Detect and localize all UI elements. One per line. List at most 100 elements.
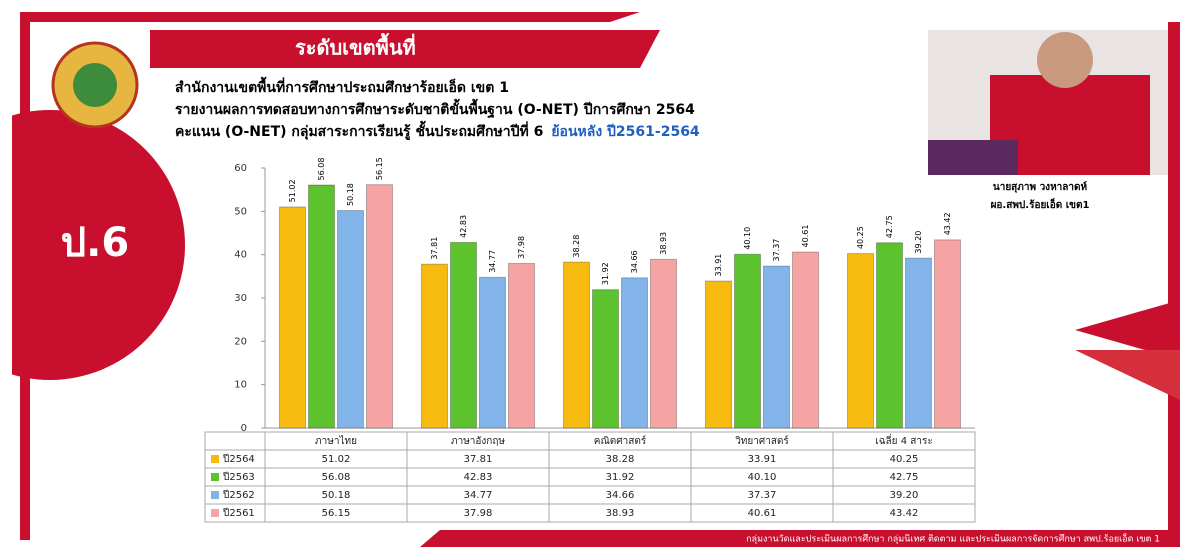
bar (592, 289, 619, 429)
bar (847, 253, 874, 429)
footer-bar (420, 530, 1180, 547)
table-cell: 43.42 (890, 508, 919, 519)
category-label: คณิตศาสตร์ (594, 435, 647, 447)
legend-swatch (211, 473, 219, 481)
data-label: 42.75 (885, 215, 894, 238)
bar (763, 265, 790, 429)
bar (905, 257, 932, 429)
y-tick-label: 20 (234, 336, 247, 347)
level-circle (0, 110, 185, 380)
data-label: 40.25 (856, 226, 865, 249)
table-cell: 38.28 (606, 454, 635, 465)
table-cell: 33.91 (748, 454, 777, 465)
data-label: 37.98 (517, 236, 526, 259)
legend-label: ปี2563 (222, 471, 254, 483)
legend-swatch (211, 491, 219, 499)
bar (479, 276, 506, 429)
person-name: นายสุภาพ วงหาลาดห์ (993, 181, 1088, 193)
legend-swatch (211, 509, 219, 517)
table-cell: 51.02 (322, 454, 351, 465)
bar (279, 206, 306, 429)
y-tick-label: 0 (241, 423, 247, 434)
data-label: 40.10 (743, 227, 752, 250)
person-head (1037, 32, 1093, 88)
footer: กลุ่มงานวัดและประเมินผลการศึกษา กลุ่มนิเ… (746, 532, 1160, 545)
category-label: วิทยาศาสตร์ (735, 435, 790, 447)
table-cell: 34.66 (606, 490, 635, 501)
bar (308, 184, 335, 429)
data-label: 43.42 (943, 212, 952, 235)
data-label: 50.18 (346, 183, 355, 206)
bar (621, 277, 648, 429)
bar (337, 210, 364, 429)
edge (0, 0, 12, 547)
table-cell: 42.83 (464, 472, 493, 483)
bar (705, 280, 732, 429)
data-label: 56.15 (375, 157, 384, 180)
data-label: 34.66 (630, 250, 639, 273)
level: ป.6 (61, 220, 129, 266)
table-cell: 40.61 (748, 508, 777, 519)
table-cell: 40.10 (748, 472, 777, 483)
data-label: 39.20 (914, 231, 923, 254)
y-tick-label: 50 (234, 206, 247, 217)
legend-label: ปี2561 (222, 507, 254, 519)
table-frame (204, 431, 976, 523)
bar (876, 242, 903, 429)
data-label: 51.02 (288, 179, 297, 202)
title-highlight: ย้อนหลัง ปี2561-2564 (551, 124, 700, 140)
data-label: 33.91 (714, 254, 723, 277)
title-line: คะแนน (O-NET) กลุ่มสาระการเรียนรู้ ชั้นป… (175, 120, 543, 140)
y-tick-label: 60 (234, 163, 247, 174)
frame-right (1168, 22, 1180, 540)
table-cell: 42.75 (890, 472, 919, 483)
triangle (1075, 350, 1180, 400)
title-line: รายงานผลการทดสอบทางการศึกษาระดับชาติขั้น… (175, 98, 695, 119)
data-label: 34.77 (488, 250, 497, 273)
title-line: สำนักงานเขตพื้นที่การศึกษาประถมศึกษาร้อย… (175, 76, 509, 96)
category-label: เฉลี่ย 4 สาระ (875, 433, 932, 447)
table-cell: 38.93 (606, 508, 635, 519)
category-label: ภาษาไทย (315, 435, 357, 447)
triangle (1075, 300, 1180, 360)
data-label: 42.83 (459, 215, 468, 238)
table-cell: 34.77 (464, 490, 493, 501)
bar (934, 239, 961, 429)
y-tick-label: 30 (234, 293, 247, 304)
table-cell: 40.25 (890, 454, 919, 465)
person-title: ผอ.สพป.ร้อยเอ็ด เขต1 (991, 197, 1090, 211)
table-cell: 37.98 (464, 508, 493, 519)
bar (421, 263, 448, 429)
bar (508, 262, 535, 429)
bar (650, 258, 677, 429)
y-tick-label: 40 (234, 250, 247, 261)
bar (734, 253, 761, 429)
table-cell: 56.08 (322, 472, 351, 483)
table-cell: 50.18 (322, 490, 351, 501)
table-cell: 56.15 (322, 508, 351, 519)
data-label: 37.81 (430, 237, 439, 260)
data-label: 31.92 (601, 262, 610, 285)
table-cell: 31.92 (606, 472, 635, 483)
bar (450, 241, 477, 429)
y-tick-label: 10 (234, 380, 247, 391)
flowers (928, 140, 1018, 175)
data-label: 38.93 (659, 232, 668, 255)
legend-label: ปี2562 (222, 489, 254, 501)
data-label: 40.61 (801, 225, 810, 248)
bar (792, 251, 819, 429)
category-label: ภาษาอังกฤษ (451, 436, 505, 447)
legend-swatch (211, 455, 219, 463)
data-label: 38.28 (572, 235, 581, 258)
logo-inner (73, 63, 117, 107)
badge-banner (150, 30, 660, 68)
legend-label: ปี2564 (222, 453, 254, 465)
bar (563, 261, 590, 429)
data-label: 56.08 (317, 158, 326, 181)
table-cell: 37.37 (748, 490, 777, 501)
bar (366, 184, 393, 429)
data-label: 37.37 (772, 239, 781, 262)
table-cell: 39.20 (890, 490, 919, 501)
badge: ระดับเขตพื้นที่ (295, 33, 416, 60)
